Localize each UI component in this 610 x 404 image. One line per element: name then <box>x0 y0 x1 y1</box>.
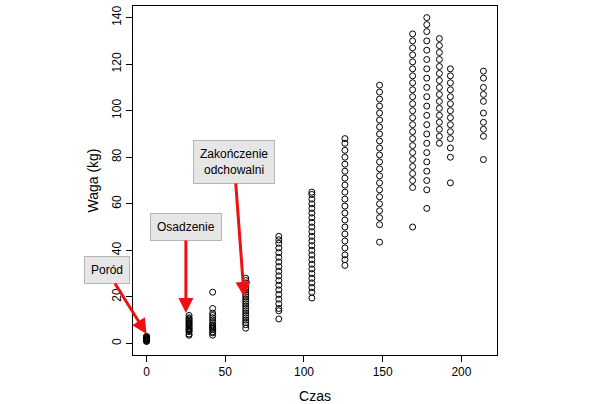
svg-text:Zakończenieodchowalni: Zakończenieodchowalni <box>200 147 268 177</box>
svg-text:Czas: Czas <box>299 388 331 404</box>
svg-text:100: 100 <box>110 99 124 119</box>
svg-text:Osadzenie: Osadzenie <box>157 220 215 234</box>
svg-text:50: 50 <box>219 365 233 379</box>
svg-text:Waga (kg): Waga (kg) <box>85 148 101 212</box>
svg-text:100: 100 <box>294 365 314 379</box>
svg-text:Poród: Poród <box>91 263 123 277</box>
svg-text:140: 140 <box>110 5 124 25</box>
svg-text:60: 60 <box>110 195 124 209</box>
svg-text:120: 120 <box>110 52 124 72</box>
svg-text:0: 0 <box>110 338 124 345</box>
svg-text:200: 200 <box>451 365 471 379</box>
svg-text:80: 80 <box>110 148 124 162</box>
svg-text:0: 0 <box>143 365 150 379</box>
svg-text:20: 20 <box>110 288 124 302</box>
svg-text:150: 150 <box>373 365 393 379</box>
svg-text:40: 40 <box>110 242 124 256</box>
